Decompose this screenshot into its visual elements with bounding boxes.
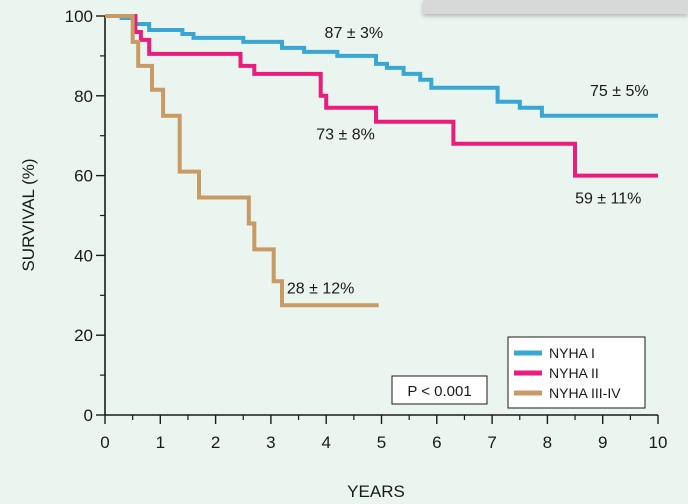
annotations: 87 ± 3% 75 ± 5% 73 ± 8% 59 ± 11% 28 ± 12% <box>287 25 649 297</box>
y-tick-label-80: 80 <box>74 87 93 106</box>
pvalue-box-frame <box>391 375 488 405</box>
x-tick-label-8: 8 <box>543 433 552 452</box>
annotation-4: 28 ± 12% <box>287 280 355 297</box>
x-tick-label-1: 1 <box>156 433 165 452</box>
y-tick-label-40: 40 <box>74 246 93 265</box>
x-tick-label-9: 9 <box>598 433 607 452</box>
y-tick-label-0: 0 <box>84 406 93 425</box>
y-tick-label-20: 20 <box>74 326 93 345</box>
y-tick-label-60: 60 <box>74 167 93 186</box>
x-tick-label-4: 4 <box>321 433 330 452</box>
curve-nyha-ii <box>105 14 658 178</box>
legend-label-nyha-iii-iv: NYHA III-IV <box>549 385 621 401</box>
legend: NYHA I NYHA II NYHA III-IV <box>507 336 646 409</box>
x-tick-label-7: 7 <box>487 433 496 452</box>
survival-curves <box>105 14 658 308</box>
pvalue-text: P < 0.001 <box>407 383 471 400</box>
annotation-0: 87 ± 3% <box>325 25 384 42</box>
x-tick-label-2: 2 <box>211 433 220 452</box>
annotation-3: 59 ± 11% <box>575 191 641 208</box>
x-axis-label: YEARS <box>347 482 405 501</box>
axes: 0 20 40 60 80 100 0 1 2 3 4 5 6 7 8 9 10 <box>65 7 668 452</box>
legend-label-nyha-i: NYHA I <box>549 345 595 361</box>
annotation-2: 73 ± 8% <box>316 127 375 144</box>
y-axis-label: SURVIVAL (%) <box>19 158 38 271</box>
x-tick-label-6: 6 <box>432 433 441 452</box>
x-tick-label-10: 10 <box>649 433 668 452</box>
x-tick-label-3: 3 <box>266 433 275 452</box>
annotation-1: 75 ± 5% <box>590 83 649 100</box>
pvalue-box: P < 0.001 <box>391 375 488 405</box>
y-tick-label-100: 100 <box>65 7 93 26</box>
x-tick-label-0: 0 <box>100 433 109 452</box>
corner-shadow <box>423 0 688 14</box>
x-tick-label-5: 5 <box>377 433 386 452</box>
curve-nyha-iii-iv <box>105 14 379 308</box>
curve-nyha-i <box>105 14 658 118</box>
legend-label-nyha-ii: NYHA II <box>549 365 599 381</box>
